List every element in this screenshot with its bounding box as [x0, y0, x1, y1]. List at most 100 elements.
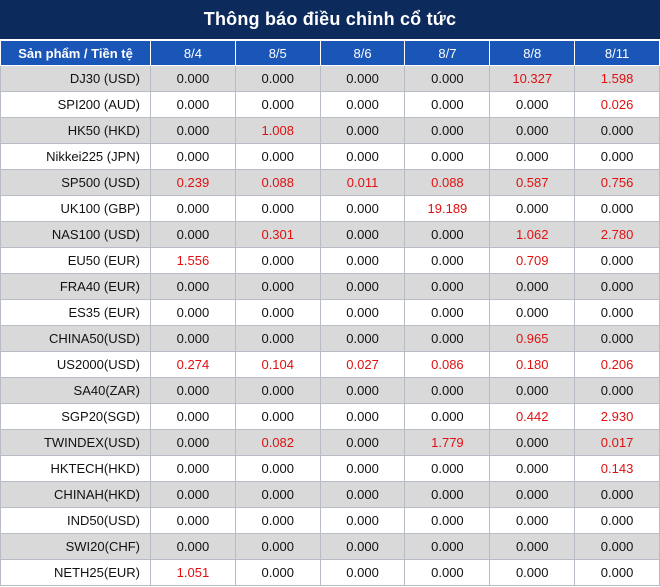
table-row: Nikkei225 (JPN) 0.000 0.000 0.000 0.000 0.000…: [0, 143, 660, 170]
value-cell: 0.000: [489, 117, 576, 144]
value-cell: 0.000: [319, 325, 406, 352]
value-cell: 0.000: [319, 299, 406, 326]
value-cell: 0.000: [404, 325, 491, 352]
value-cell: 0.000: [319, 429, 406, 456]
product-cell: NAS100 (USD): [0, 221, 151, 248]
value-cell: 0.000: [404, 91, 491, 118]
value-cell: 0.000: [404, 221, 491, 248]
value-cell: 0.143: [574, 455, 660, 482]
column-header-date: 8/7: [404, 40, 491, 66]
product-cell: FRA40 (EUR): [0, 273, 151, 300]
value-cell: 0.000: [234, 195, 321, 222]
product-cell: US2000(USD): [0, 351, 151, 378]
value-cell: 0.000: [150, 429, 236, 456]
value-cell: 0.000: [574, 273, 660, 300]
value-cell: 0.000: [404, 559, 491, 586]
value-cell: 0.000: [574, 559, 660, 586]
value-cell: 0.000: [234, 143, 321, 170]
column-header-product: Sản phẩm / Tiền tệ: [0, 40, 151, 66]
value-cell: 0.000: [489, 91, 576, 118]
value-cell: 1.062: [489, 221, 576, 248]
value-cell: 0.000: [319, 533, 406, 560]
product-cell: TWINDEX(USD): [0, 429, 151, 456]
value-cell: 0.000: [319, 91, 406, 118]
value-cell: 0.000: [150, 117, 236, 144]
product-cell: HKTECH(HKD): [0, 455, 151, 482]
product-cell: SWI20(CHF): [0, 533, 151, 560]
table-row: US2000(USD) 0.274 0.104 0.027 0.086 0.180 0.20…: [0, 351, 660, 378]
value-cell: 0.104: [234, 351, 321, 378]
value-cell: 0.000: [150, 65, 236, 92]
value-cell: 1.598: [574, 65, 660, 92]
value-cell: 0.027: [319, 351, 406, 378]
value-cell: 0.000: [234, 377, 321, 404]
value-cell: 0.000: [489, 559, 576, 586]
column-header-date: 8/4: [150, 40, 236, 66]
table-row: DJ30 (USD) 0.000 0.000 0.000 0.000 10.327 1.59…: [0, 65, 660, 92]
value-cell: 0.000: [234, 455, 321, 482]
value-cell: 0.000: [150, 91, 236, 118]
page-title: Thông báo điều chỉnh cổ tức: [0, 0, 660, 40]
value-cell: 0.000: [404, 403, 491, 430]
value-cell: 0.082: [234, 429, 321, 456]
column-header-date: 8/5: [234, 40, 321, 66]
value-cell: 0.000: [574, 325, 660, 352]
value-cell: 0.086: [404, 351, 491, 378]
table-row: SGP20(SGD) 0.000 0.000 0.000 0.000 0.442 2.930: [0, 403, 660, 430]
value-cell: 0.000: [574, 195, 660, 222]
value-cell: 0.000: [574, 143, 660, 170]
value-cell: 1.556: [150, 247, 236, 274]
value-cell: 0.000: [574, 507, 660, 534]
value-cell: 0.000: [574, 299, 660, 326]
value-cell: 0.000: [150, 377, 236, 404]
product-cell: EU50 (EUR): [0, 247, 151, 274]
dividend-adjustment-table: Sản phẩm / Tiền tệ 8/4 8/5 8/6 8/7 8/8 8…: [0, 40, 660, 586]
product-cell: Nikkei225 (JPN): [0, 143, 151, 170]
value-cell: 0.000: [404, 481, 491, 508]
value-cell: 0.000: [319, 65, 406, 92]
value-cell: 0.000: [150, 403, 236, 430]
value-cell: 0.000: [319, 481, 406, 508]
value-cell: 0.000: [404, 299, 491, 326]
value-cell: 2.780: [574, 221, 660, 248]
column-header-date: 8/6: [319, 40, 406, 66]
value-cell: 0.000: [319, 221, 406, 248]
value-cell: 0.017: [574, 429, 660, 456]
value-cell: 0.000: [489, 429, 576, 456]
table-row: CHINAH(HKD) 0.000 0.000 0.000 0.000 0.000 0.00…: [0, 481, 660, 508]
value-cell: 0.000: [319, 195, 406, 222]
value-cell: 0.000: [234, 247, 321, 274]
table-row: NETH25(EUR) 1.051 0.000 0.000 0.000 0.000 0.00…: [0, 559, 660, 586]
value-cell: 0.000: [404, 247, 491, 274]
value-cell: 0.000: [489, 481, 576, 508]
value-cell: 0.000: [150, 195, 236, 222]
value-cell: 0.000: [234, 325, 321, 352]
product-cell: SGP20(SGD): [0, 403, 151, 430]
product-cell: NETH25(EUR): [0, 559, 151, 586]
value-cell: 0.000: [574, 247, 660, 274]
table-row: EU50 (EUR) 1.556 0.000 0.000 0.000 0.709 0.000: [0, 247, 660, 274]
value-cell: 0.000: [489, 299, 576, 326]
column-header-date: 8/8: [489, 40, 576, 66]
value-cell: 0.000: [489, 507, 576, 534]
value-cell: 0.000: [574, 377, 660, 404]
value-cell: 0.000: [319, 247, 406, 274]
value-cell: 0.274: [150, 351, 236, 378]
value-cell: 0.000: [489, 533, 576, 560]
value-cell: 0.000: [404, 507, 491, 534]
value-cell: 0.000: [150, 221, 236, 248]
value-cell: 0.000: [404, 143, 491, 170]
value-cell: 0.000: [234, 481, 321, 508]
table-row: CHINA50(USD) 0.000 0.000 0.000 0.000 0.965 0.0…: [0, 325, 660, 352]
value-cell: 0.000: [234, 507, 321, 534]
table-row: HKTECH(HKD) 0.000 0.000 0.000 0.000 0.000 0.14…: [0, 455, 660, 482]
value-cell: 0.000: [489, 273, 576, 300]
value-cell: 0.000: [319, 507, 406, 534]
table-row: IND50(USD) 0.000 0.000 0.000 0.000 0.000 0.000: [0, 507, 660, 534]
table-row: NAS100 (USD) 0.000 0.301 0.000 0.000 1.062 2.7…: [0, 221, 660, 248]
column-header-date: 8/11: [574, 40, 660, 66]
value-cell: 0.000: [150, 273, 236, 300]
value-cell: 0.088: [404, 169, 491, 196]
value-cell: 0.000: [150, 533, 236, 560]
value-cell: 0.000: [150, 481, 236, 508]
